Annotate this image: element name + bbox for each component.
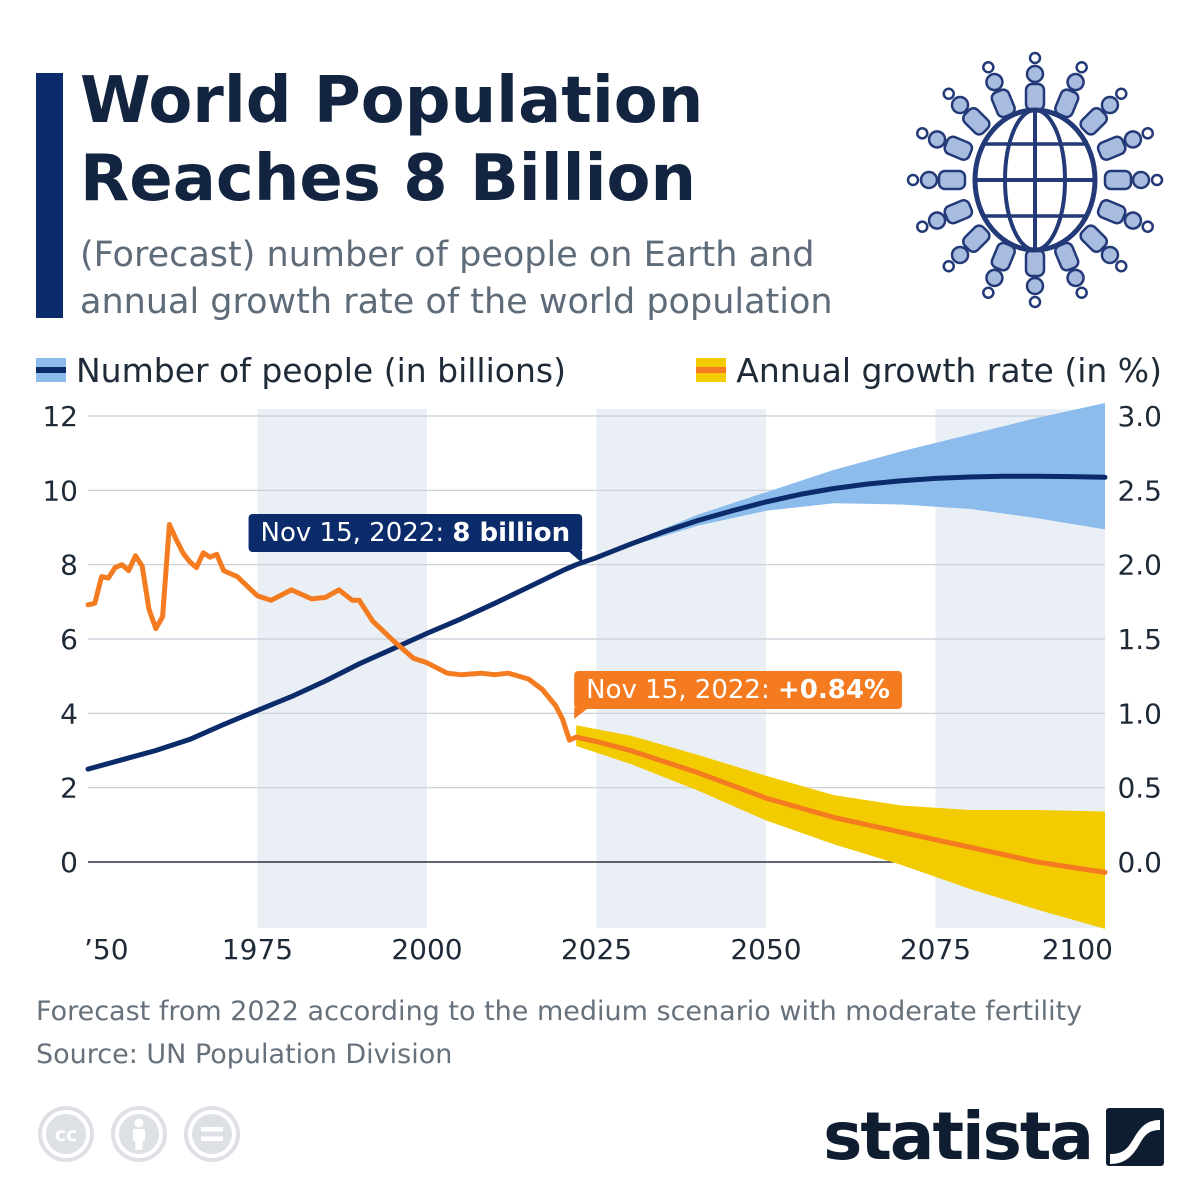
statista-logo-icon — [1106, 1107, 1164, 1166]
growth-series-line — [85, 522, 1108, 875]
y-right-tick-label: 2.0 — [1117, 549, 1162, 582]
footer-source: Source: UN Population Division — [36, 1039, 453, 1070]
population-series-line — [85, 473, 1108, 772]
svg-text:Nov 15, 2022: 8 billion: Nov 15, 2022: 8 billion — [261, 518, 571, 548]
y-left-tick-label: 2 — [60, 772, 78, 805]
growth-swatch-icon — [696, 358, 727, 382]
legend-growth-label: Annual growth rate (in %) — [736, 350, 1162, 390]
globe-with-people-icon — [906, 51, 1164, 309]
subtitle-line-1: (Forecast) number of people on Earth and — [80, 235, 815, 275]
no-derivatives-icon[interactable] — [184, 1106, 240, 1162]
y-right-tick-label: 3.0 — [1117, 400, 1162, 433]
y-left-tick-label: 4 — [60, 697, 78, 730]
statista-brand[interactable]: statista — [823, 1098, 1164, 1175]
x-tick-label: 2050 — [730, 933, 801, 966]
y-right-tick-label: 2.5 — [1117, 474, 1162, 507]
population-callout-value: 8 billion — [452, 518, 570, 548]
y-left-tick-label: 8 — [60, 549, 78, 582]
shaded-period-0 — [257, 409, 427, 928]
chart-title: World Population Reaches 8 Billion — [80, 62, 880, 218]
footer-note: Forecast from 2022 according to the medi… — [36, 996, 1083, 1027]
footer: Forecast from 2022 according to the medi… — [36, 990, 1082, 1076]
x-tick-label: 2000 — [391, 933, 462, 966]
svg-text:cc: cc — [55, 1124, 78, 1146]
subtitle-line-2: annual growth rate of the world populati… — [80, 282, 833, 322]
growth-callout-date: Nov 15, 2022: — [586, 675, 778, 705]
growth-callout: Nov 15, 2022: +0.84% — [574, 671, 902, 719]
x-tick-label: 2075 — [900, 933, 971, 966]
population-callout-date: Nov 15, 2022: — [261, 518, 453, 548]
y-right-tick-label: 1.0 — [1117, 697, 1162, 730]
brand-name: statista — [823, 1098, 1094, 1175]
license-icons: cc — [38, 1106, 240, 1162]
growth-callout-value: +0.84% — [778, 675, 890, 705]
population-growth-chart: 0 2 4 6 8 10 12 0.0 0.5 1.0 1.5 2.0 2.5 3.0 ’50 1975 2… — [42, 400, 1162, 966]
cc-icon[interactable]: cc — [38, 1106, 94, 1162]
y-right-tick-label: 1.5 — [1117, 623, 1162, 656]
title-accent-bar — [36, 73, 63, 318]
population-callout: Nov 15, 2022: 8 billion — [248, 514, 583, 563]
population-uncertainty-band — [576, 403, 1105, 565]
shaded-period-1 — [596, 409, 766, 928]
y-left-tick-label: 6 — [60, 623, 78, 656]
y-left-tick-label: 0 — [60, 846, 78, 879]
y-right-tick-label: 0.5 — [1117, 772, 1162, 805]
y-left-tick-label: 10 — [42, 474, 78, 507]
legend-growth: Annual growth rate (in %) — [696, 348, 1162, 392]
population-swatch-icon — [36, 358, 66, 382]
legend-population: Number of people (in billions) — [36, 348, 566, 392]
x-tick-label: 1975 — [222, 933, 293, 966]
x-tick-label: 2025 — [561, 933, 632, 966]
x-tick-label: ’50 — [84, 933, 129, 966]
y-right-tick-label: 0.0 — [1117, 846, 1162, 879]
svg-text:Nov 15, 2022: +0.84%: Nov 15, 2022: +0.84% — [586, 675, 890, 705]
attribution-icon[interactable] — [111, 1106, 167, 1162]
y-left-tick-label: 12 — [42, 400, 78, 433]
title-line-1: World Population — [80, 64, 704, 138]
title-line-2: Reaches 8 Billion — [80, 142, 697, 216]
legend-population-label: Number of people (in billions) — [76, 350, 566, 390]
x-tick-label: 2100 — [1042, 933, 1113, 966]
chart-subtitle: (Forecast) number of people on Earth and… — [80, 232, 900, 326]
